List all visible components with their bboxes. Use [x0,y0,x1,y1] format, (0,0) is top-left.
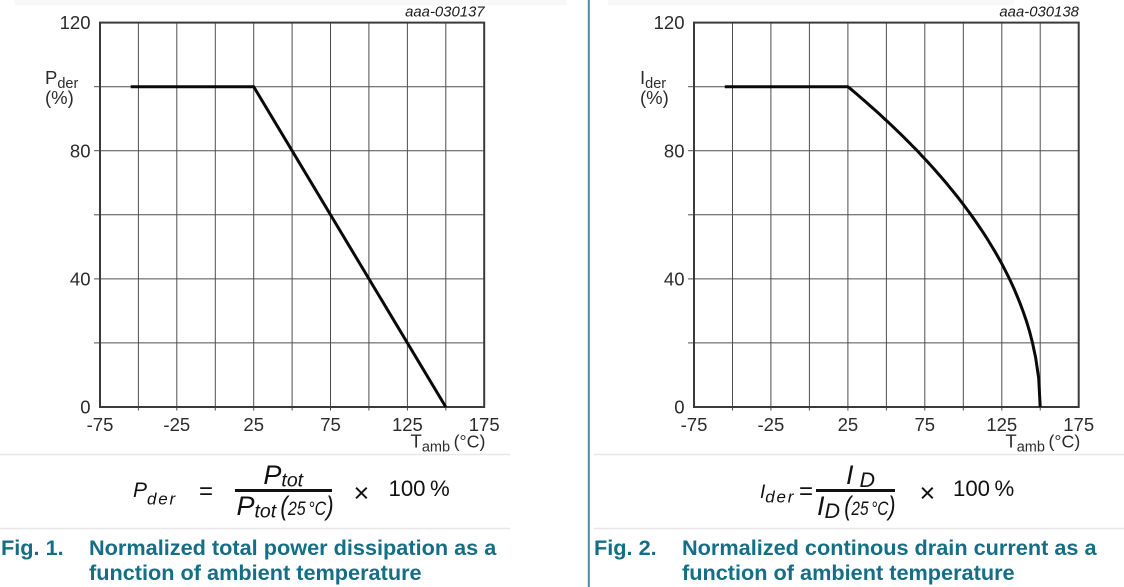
svg-text:-75: -75 [87,414,114,435]
svg-text:0: 0 [674,397,684,418]
svg-text:40: 40 [70,269,91,290]
svg-text:80: 80 [664,140,685,161]
svg-text:aaa-030138: aaa-030138 [999,5,1079,21]
svg-text:120: 120 [654,12,685,33]
svg-text:25: 25 [243,414,264,435]
svg-text:-25: -25 [758,414,785,435]
svg-text:aaa-030137: aaa-030137 [405,5,485,21]
svg-text:Tamb (°C): Tamb (°C) [1005,431,1080,456]
svg-text:125: 125 [392,414,423,435]
svg-text:175: 175 [1063,414,1094,435]
svg-text:(%): (%) [45,87,74,108]
svg-text:0: 0 [80,397,90,418]
svg-text:-75: -75 [681,414,708,435]
svg-text:-25: -25 [163,414,190,435]
svg-text:75: 75 [320,414,341,435]
svg-text:40: 40 [664,269,685,290]
svg-text:25: 25 [838,414,859,435]
svg-text:125: 125 [986,414,1017,435]
svg-text:80: 80 [70,140,91,161]
svg-text:120: 120 [60,12,91,33]
svg-text:(%): (%) [640,87,669,108]
svg-text:Tamb (°C): Tamb (°C) [411,431,486,456]
svg-text:75: 75 [915,414,936,435]
svg-text:175: 175 [469,414,500,435]
